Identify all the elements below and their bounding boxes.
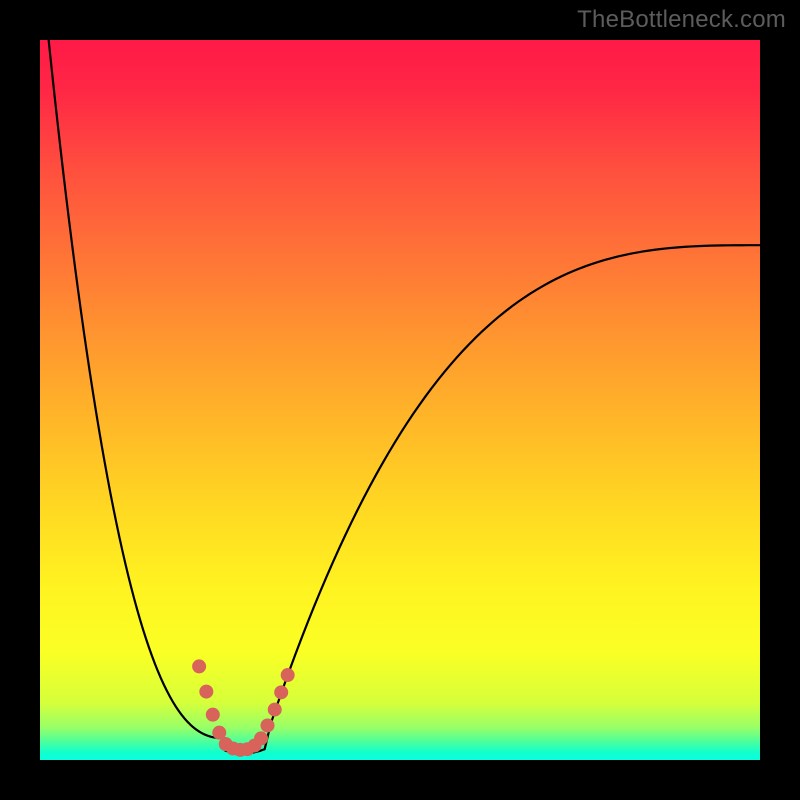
marker-dot [193,660,206,673]
marker-dot [261,719,274,732]
marker-dot [281,669,294,682]
watermark-text: TheBottleneck.com [577,6,786,34]
marker-dot [268,703,281,716]
marker-dot [200,685,213,698]
bottleneck-plot [40,40,760,760]
marker-dot [275,686,288,699]
marker-dot [213,726,226,739]
marker-dot [255,732,268,745]
plot-background [40,40,760,760]
marker-dot [206,708,219,721]
